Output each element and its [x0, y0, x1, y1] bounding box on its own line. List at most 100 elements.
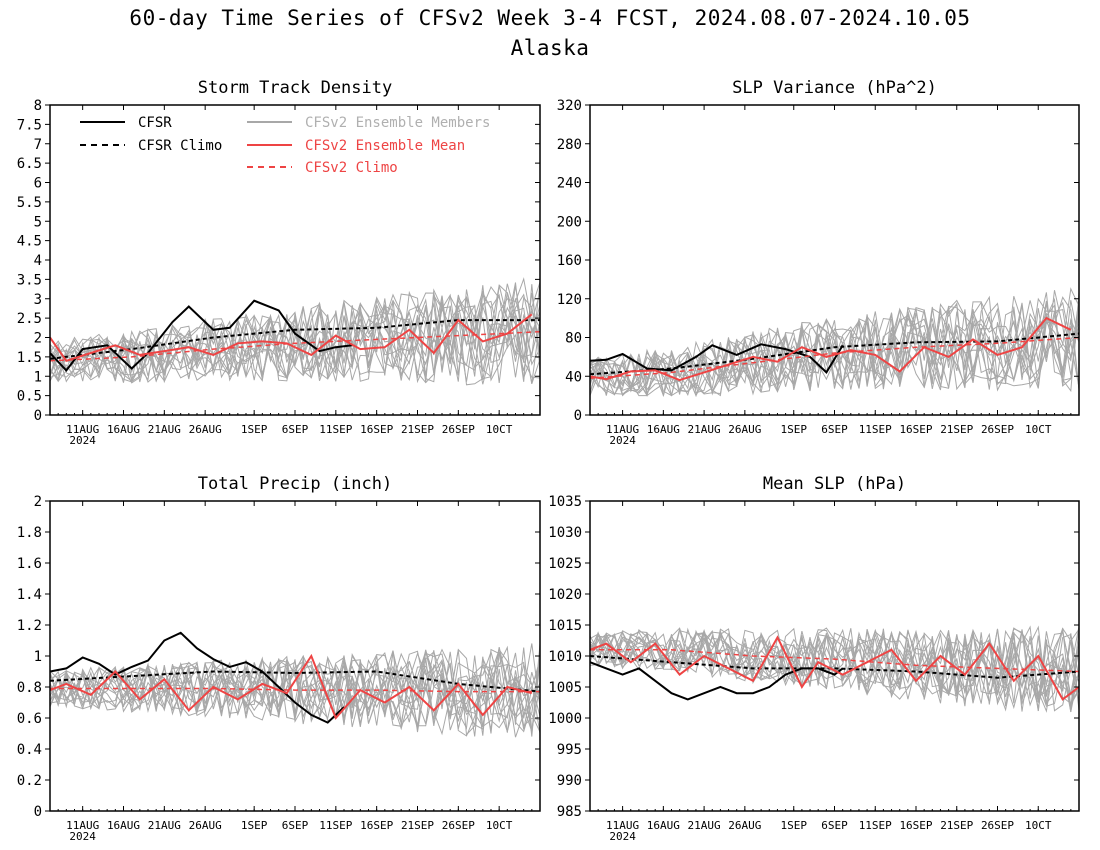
x-tick-label: 26AUG: [728, 819, 761, 832]
x-year-label: 2024: [609, 830, 636, 843]
series-cfsv2-climo: [50, 687, 540, 693]
y-tick-label: 8: [34, 98, 42, 114]
y-tick-label: 0.8: [17, 680, 42, 696]
x-tick-label: 26AUG: [189, 819, 222, 832]
y-tick-label: 1005: [548, 680, 582, 696]
y-tick-label: 6.5: [17, 156, 42, 172]
plot-frame: [49, 500, 541, 812]
y-tick-label: 0.5: [17, 389, 42, 405]
x-tick-label: 6SEP: [821, 819, 848, 832]
ensemble-member-line: [50, 310, 540, 384]
legend-members-label: CFSv2 Ensemble Members: [305, 115, 490, 131]
legend-cfsr-label: CFSR: [138, 115, 172, 131]
x-tick-label: 16SEP: [360, 423, 393, 436]
x-tick-label: 10CT: [1025, 819, 1052, 832]
figure-subtitle: Alaska: [510, 36, 590, 60]
x-tick-label: 1SEP: [241, 819, 268, 832]
ensemble-member-line: [50, 645, 540, 736]
y-tick-label: 0: [34, 408, 42, 424]
x-tick-label: 16SEP: [360, 819, 393, 832]
chart-panel-1: Storm Track Density 0 0.5 1 1.5 2 2.5 3 3.5 4 4.5 5…: [17, 78, 541, 447]
x-tick-label: 21SEP: [401, 423, 434, 436]
y-tick-label: 1.2: [17, 618, 42, 634]
x-tick-label: 11AUG: [66, 423, 99, 436]
x-tick-label: 11AUG: [66, 819, 99, 832]
x-tick-label: 16AUG: [647, 423, 680, 436]
x-tick-label: 6SEP: [821, 423, 848, 436]
panel-title: Storm Track Density: [198, 78, 392, 98]
ensemble-member-line: [50, 643, 540, 737]
legend-cfsr-climo-label: CFSR Climo: [138, 138, 222, 154]
y-tick-label: 120: [557, 292, 582, 308]
y-tick-label: 80: [565, 331, 582, 347]
ensemble-member-line: [50, 643, 540, 737]
x-tick-label: 10CT: [1025, 423, 1052, 436]
legend: CFSR CFSR Climo CFSv2 Ensemble Members CFSv…: [80, 115, 490, 176]
y-tick-label: 1020: [548, 587, 582, 603]
x-tick-label: 6SEP: [282, 423, 309, 436]
ensemble-member-line: [590, 627, 1079, 707]
x-tick-label: 21AUG: [688, 423, 721, 436]
ensemble-member-line: [50, 285, 540, 383]
panel-title: Total Precip (inch): [198, 474, 392, 494]
x-tick-label: 21SEP: [940, 423, 973, 436]
series-cfsv2-climo: [590, 336, 1079, 379]
x-tick-label: 16AUG: [107, 819, 140, 832]
series-cfsr: [50, 631, 345, 724]
x-tick-label: 11AUG: [606, 423, 639, 436]
y-tick-label: 1.8: [17, 525, 42, 541]
y-tick-label: 3: [34, 292, 42, 308]
x-tick-label: 16SEP: [899, 819, 932, 832]
plot-frame: [49, 104, 541, 416]
y-tick-label: 1: [34, 649, 42, 665]
x-tick-label: 26AUG: [728, 423, 761, 436]
y-tick-label: 0.6: [17, 711, 42, 727]
ensemble-member-line: [590, 297, 1079, 398]
series-cfsr: [590, 343, 844, 374]
panel-title: SLP Variance (hPa^2): [732, 78, 937, 98]
y-tick-label: 1000: [548, 711, 582, 727]
ensemble-member-line: [590, 629, 1079, 703]
ensemble-member-line: [50, 292, 540, 383]
y-tick-label: 0.4: [17, 742, 42, 758]
x-year-label: 2024: [609, 434, 636, 447]
x-tick-label: 6SEP: [282, 819, 309, 832]
series-cfsr: [50, 299, 353, 372]
x-year-label: 2024: [69, 830, 96, 843]
y-tick-label: 2: [34, 331, 42, 347]
y-tick-label: 0: [574, 408, 582, 424]
ensemble-members: [590, 287, 1079, 398]
y-tick-label: 3.5: [17, 272, 42, 288]
x-tick-label: 11SEP: [859, 819, 892, 832]
chart-panel-4: Mean SLP (hPa) 985 990 995 1000 1005 1010 1015 1…: [548, 474, 1080, 843]
y-tick-label: 5: [34, 214, 42, 230]
x-tick-label: 16AUG: [107, 423, 140, 436]
x-tick-label: 11SEP: [859, 423, 892, 436]
y-tick-label: 1030: [548, 525, 582, 541]
series-cfsv2-ensemble-mean: [590, 635, 1079, 701]
y-tick-label: 1.4: [17, 587, 42, 603]
y-tick-label: 995: [557, 742, 582, 758]
chart-panel-3: Total Precip (inch) 0 0.2 0.4 0.6 0.8 1 1.2 1.4 1…: [17, 474, 541, 843]
ensemble-member-line: [50, 648, 540, 736]
x-tick-label: 21SEP: [940, 819, 973, 832]
y-tick-label: 1035: [548, 494, 582, 510]
ensemble-member-line: [50, 653, 540, 738]
ensemble-member-line: [50, 651, 540, 727]
y-tick-label: 2: [34, 494, 42, 510]
legend-cfsv2-climo-label: CFSv2 Climo: [305, 160, 398, 176]
y-tick-label: 4.5: [17, 234, 42, 250]
x-tick-label: 11AUG: [606, 819, 639, 832]
ensemble-member-line: [590, 307, 1079, 395]
x-tick-label: 10CT: [486, 819, 513, 832]
y-tick-label: 1025: [548, 556, 582, 572]
y-tick-label: 7: [34, 137, 42, 153]
ensemble-member-line: [50, 658, 540, 733]
ensemble-member-line: [590, 301, 1079, 396]
y-tick-label: 2.5: [17, 311, 42, 327]
x-tick-label: 11SEP: [319, 423, 352, 436]
y-tick-label: 200: [557, 214, 582, 230]
series-cfsr-climo: [590, 655, 1079, 679]
